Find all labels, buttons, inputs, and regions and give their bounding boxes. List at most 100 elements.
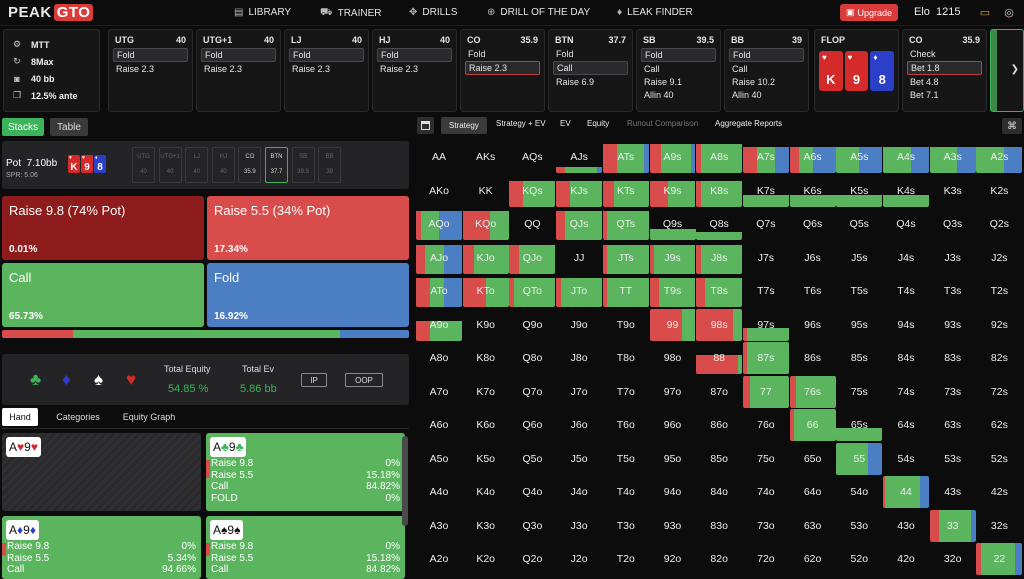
hand-cell[interactable]: T5s bbox=[836, 275, 882, 307]
upgrade-button[interactable]: ▣ Upgrade bbox=[840, 4, 898, 21]
hand-cell[interactable]: 53o bbox=[836, 510, 882, 542]
action-option[interactable]: Allin 40 bbox=[644, 90, 674, 100]
position-card-bb[interactable]: BB 39 Fold Call Raise 10.2 Allin 40 bbox=[724, 29, 809, 112]
hand-cell[interactable]: 96s bbox=[790, 309, 836, 341]
hand-cell[interactable]: J4o bbox=[556, 476, 602, 508]
hand-cell[interactable]: 43o bbox=[883, 510, 929, 542]
hand-cell[interactable]: 84s bbox=[883, 342, 929, 374]
hand-cell[interactable]: 74s bbox=[883, 376, 929, 408]
hand-cell[interactable]: Q9o bbox=[509, 309, 555, 341]
subtab-categories[interactable]: Categories bbox=[56, 412, 100, 422]
hand-cell[interactable]: 82s bbox=[976, 342, 1022, 374]
hand-cell[interactable]: 32s bbox=[976, 510, 1022, 542]
action-option[interactable]: Raise 6.9 bbox=[556, 77, 595, 87]
hand-cell[interactable]: 75o bbox=[743, 443, 789, 475]
hand-cell[interactable]: AKs bbox=[463, 141, 509, 173]
hand-cell[interactable]: 64s bbox=[883, 409, 929, 441]
hand-cell[interactable]: Q4s bbox=[883, 208, 929, 240]
strategy-action-raise-1[interactable]: Raise 5.5 (34% Pot) 17.34% bbox=[207, 196, 409, 260]
hand-cell[interactable]: 98o bbox=[650, 342, 696, 374]
hand-cell[interactable]: 94o bbox=[650, 476, 696, 508]
hand-cell[interactable]: 63s bbox=[930, 409, 976, 441]
matrix-tab-equity[interactable]: Equity bbox=[587, 119, 610, 128]
hand-cell[interactable]: T7o bbox=[603, 376, 649, 408]
hand-cell[interactable]: K3o bbox=[463, 510, 509, 542]
hand-cell[interactable]: JTs bbox=[602, 242, 649, 274]
hand-cell[interactable]: KJs bbox=[556, 175, 603, 207]
hand-cell[interactable]: T2o bbox=[603, 543, 649, 575]
hand-cell[interactable]: 83o bbox=[696, 510, 742, 542]
logo[interactable]: PEAK GTO bbox=[8, 4, 94, 21]
hand-cell[interactable]: K5o bbox=[463, 443, 509, 475]
hand-cell[interactable]: 97o bbox=[650, 376, 696, 408]
hand-cell[interactable]: K6o bbox=[463, 409, 509, 441]
action-option[interactable]: Fold bbox=[377, 48, 452, 62]
hand-cell[interactable]: Q4o bbox=[509, 476, 555, 508]
hand-cell[interactable]: 22 bbox=[976, 543, 1023, 575]
hand-cell[interactable]: T4o bbox=[603, 476, 649, 508]
hand-cell[interactable]: 73s bbox=[930, 376, 976, 408]
hand-cell[interactable]: 63o bbox=[790, 510, 836, 542]
matrix-tab-aggregate-reports[interactable]: Aggregate Reports bbox=[715, 119, 783, 128]
hand-cell[interactable]: T9s bbox=[649, 275, 696, 307]
hand-cell[interactable]: A3o bbox=[416, 510, 462, 542]
hand-cell[interactable]: 42o bbox=[883, 543, 929, 575]
matrix-tab-strategy[interactable]: Strategy bbox=[441, 117, 487, 134]
hand-cell[interactable]: KTs bbox=[602, 175, 649, 207]
position-card-utg[interactable]: UTG 40 Fold Raise 2.3 bbox=[108, 29, 193, 112]
hand-cell[interactable]: A6s bbox=[789, 141, 836, 173]
hand-cell[interactable]: A8o bbox=[416, 342, 462, 374]
hand-cell[interactable]: Q5s bbox=[836, 208, 882, 240]
hand-cell[interactable]: J5s bbox=[836, 242, 882, 274]
hand-cell[interactable]: J9o bbox=[556, 309, 602, 341]
action-option[interactable]: Raise 2.3 bbox=[380, 64, 419, 74]
hand-cell[interactable]: A5s bbox=[836, 141, 883, 173]
hand-cell[interactable]: A5o bbox=[416, 443, 462, 475]
position-card-lj[interactable]: LJ 40 Fold Raise 2.3 bbox=[284, 29, 369, 112]
hand-cell[interactable]: 76o bbox=[743, 409, 789, 441]
hand-cell[interactable]: QTs bbox=[602, 208, 649, 240]
hand-cell[interactable]: T2s bbox=[976, 275, 1022, 307]
hand-cell[interactable]: 92o bbox=[650, 543, 696, 575]
hand-cell[interactable]: A6o bbox=[416, 409, 462, 441]
hand-cell[interactable]: 95s bbox=[836, 309, 882, 341]
position-card-btn[interactable]: BTN 37.7 Fold Call Raise 6.9 bbox=[548, 29, 633, 112]
hand-cell[interactable]: KK bbox=[463, 175, 509, 207]
hand-cell[interactable]: AQo bbox=[416, 208, 462, 240]
hand-cell[interactable]: Q2o bbox=[509, 543, 555, 575]
flop-card[interactable]: FLOP ♥ K ♥ 9 ♦ 8 bbox=[814, 29, 899, 112]
hand-cell[interactable]: KJo bbox=[462, 242, 509, 274]
hand-cell[interactable]: AQs bbox=[509, 141, 555, 173]
hand-cell[interactable]: K4o bbox=[463, 476, 509, 508]
hand-cell[interactable]: Q7s bbox=[743, 208, 789, 240]
hand-cell[interactable]: KQo bbox=[462, 208, 509, 240]
action-option[interactable]: Call bbox=[644, 64, 660, 74]
hand-cell[interactable]: A3s bbox=[929, 141, 976, 173]
hand-cell[interactable]: Q6s bbox=[790, 208, 836, 240]
hand-cell[interactable]: T3o bbox=[603, 510, 649, 542]
hand-cell[interactable]: J7s bbox=[743, 242, 789, 274]
hand-cell[interactable]: 76s bbox=[789, 375, 836, 408]
hand-cell[interactable]: 65s bbox=[836, 409, 883, 441]
action-option[interactable]: Fold bbox=[113, 48, 188, 62]
hand-cell[interactable]: T8o bbox=[603, 342, 649, 374]
hand-cell[interactable]: Q2s bbox=[976, 208, 1022, 240]
hand-cell[interactable]: K8o bbox=[463, 342, 509, 374]
hand-cell[interactable]: Q6o bbox=[509, 409, 555, 441]
hand-combo-box[interactable]: A ♦ 9 ♦ Raise 9.8 0% Raise 5.5 5.34% Call 94.66% bbox=[2, 516, 201, 579]
hand-cell[interactable]: KTo bbox=[462, 275, 509, 307]
hand-cell[interactable]: QTo bbox=[509, 275, 556, 307]
action-option[interactable]: Call bbox=[553, 61, 628, 75]
hand-cell[interactable]: K9s bbox=[649, 175, 696, 207]
hand-cell[interactable]: 32o bbox=[930, 543, 976, 575]
seat-btn[interactable]: BTN 37.7 bbox=[265, 147, 288, 183]
hand-cell[interactable]: JJ bbox=[556, 242, 602, 274]
hand-cell[interactable]: QJo bbox=[509, 242, 556, 274]
account-icon[interactable]: ◎ bbox=[1004, 6, 1014, 19]
hand-cell[interactable]: 93s bbox=[930, 309, 976, 341]
hand-cell[interactable]: 95o bbox=[650, 443, 696, 475]
hand-cell[interactable]: QQ bbox=[509, 208, 555, 240]
position-card-sb[interactable]: SB 39.5 Fold Call Raise 9.1 Allin 40 bbox=[636, 29, 721, 112]
hand-cell[interactable]: T4s bbox=[883, 275, 929, 307]
hand-cell[interactable]: Q3s bbox=[930, 208, 976, 240]
